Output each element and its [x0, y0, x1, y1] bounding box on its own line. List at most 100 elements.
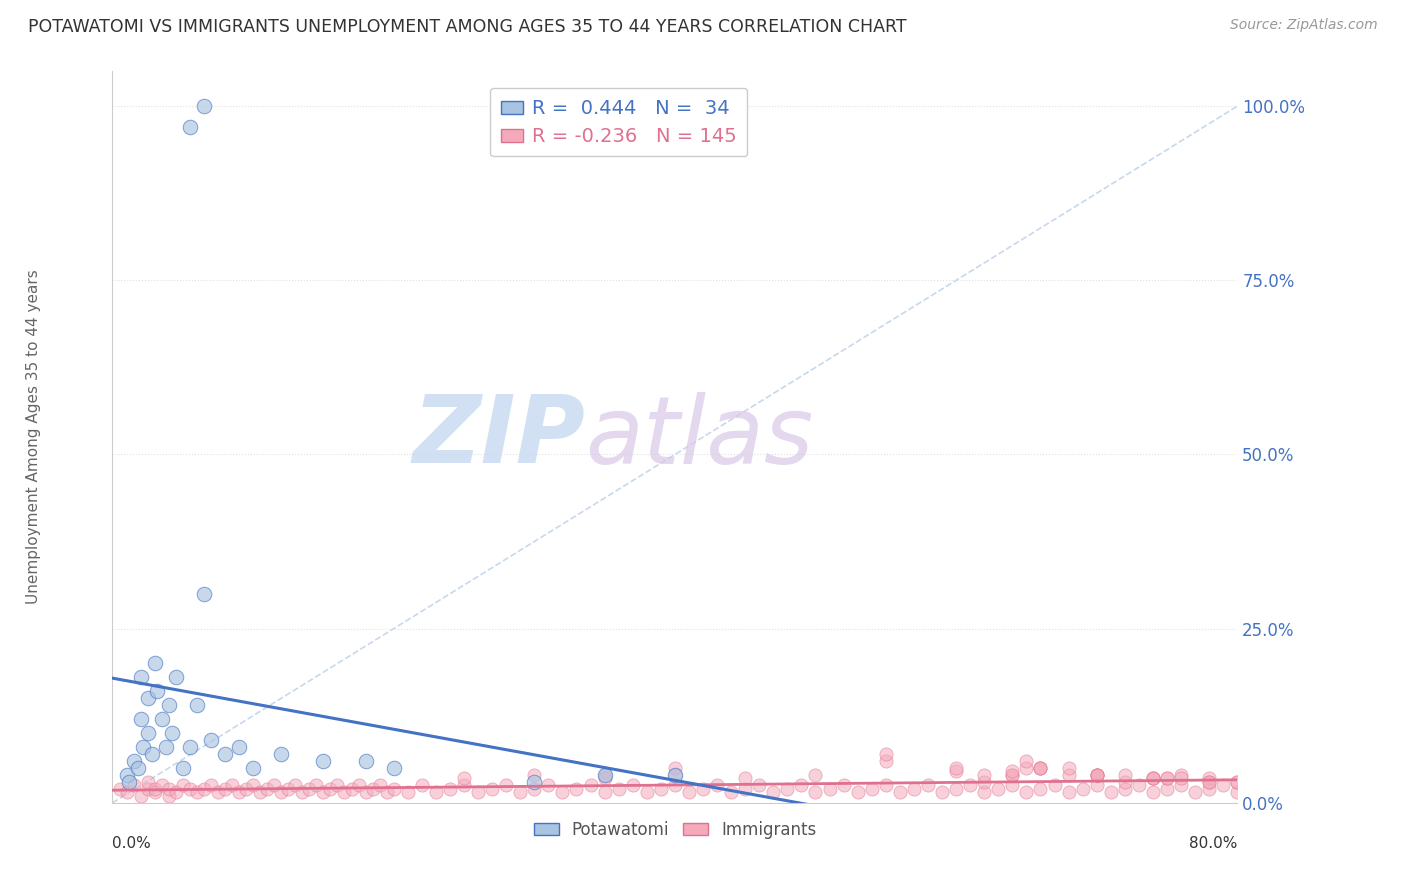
Point — [340, 781, 363, 796]
Point — [136, 726, 159, 740]
Point — [593, 768, 616, 782]
Point — [903, 781, 925, 796]
Point — [143, 657, 166, 671]
Point — [875, 754, 897, 768]
Point — [136, 775, 159, 789]
Point — [453, 772, 475, 786]
Point — [347, 778, 370, 792]
Point — [1114, 781, 1136, 796]
Point — [1001, 778, 1024, 792]
Point — [179, 120, 201, 134]
Point — [1085, 768, 1108, 782]
Point — [165, 670, 187, 684]
Point — [214, 747, 236, 761]
Point — [1156, 772, 1178, 786]
Point — [453, 778, 475, 792]
Point — [1142, 772, 1164, 786]
Text: atlas: atlas — [585, 392, 813, 483]
Point — [1170, 768, 1192, 782]
Point — [312, 785, 335, 799]
Point — [291, 785, 314, 799]
Point — [818, 781, 841, 796]
Point — [319, 781, 342, 796]
Point — [973, 775, 995, 789]
Point — [411, 778, 433, 792]
Text: 80.0%: 80.0% — [1189, 836, 1237, 851]
Point — [193, 587, 215, 601]
Point — [200, 778, 222, 792]
Legend: Potawatomi, Immigrants: Potawatomi, Immigrants — [527, 814, 823, 846]
Point — [1142, 772, 1164, 786]
Point — [1001, 768, 1024, 782]
Point — [146, 684, 169, 698]
Point — [1085, 768, 1108, 782]
Point — [333, 785, 356, 799]
Point — [115, 768, 138, 782]
Point — [1071, 781, 1094, 796]
Point — [382, 761, 405, 775]
Point — [129, 670, 152, 684]
Point — [1184, 785, 1206, 799]
Point — [242, 778, 264, 792]
Point — [132, 740, 155, 755]
Point — [160, 726, 183, 740]
Point — [179, 740, 201, 755]
Point — [1057, 761, 1080, 775]
Point — [1085, 768, 1108, 782]
Point — [1198, 775, 1220, 789]
Point — [664, 768, 686, 782]
Point — [305, 778, 328, 792]
Point — [312, 754, 335, 768]
Point — [1043, 778, 1066, 792]
Point — [155, 740, 177, 755]
Point — [143, 785, 166, 799]
Point — [889, 785, 911, 799]
Point — [249, 785, 271, 799]
Point — [664, 761, 686, 775]
Point — [1226, 775, 1249, 789]
Point — [1001, 768, 1024, 782]
Point — [678, 785, 700, 799]
Point — [118, 775, 141, 789]
Point — [917, 778, 939, 792]
Point — [776, 781, 799, 796]
Point — [945, 761, 967, 775]
Point — [157, 781, 180, 796]
Point — [593, 768, 616, 782]
Point — [1114, 775, 1136, 789]
Point — [650, 781, 672, 796]
Point — [298, 781, 321, 796]
Point — [122, 754, 145, 768]
Point — [200, 733, 222, 747]
Point — [1142, 785, 1164, 799]
Point — [375, 785, 398, 799]
Point — [1001, 764, 1024, 779]
Point — [1029, 761, 1052, 775]
Point — [136, 691, 159, 706]
Point — [228, 785, 250, 799]
Point — [129, 789, 152, 803]
Point — [1057, 768, 1080, 782]
Point — [1170, 772, 1192, 786]
Point — [467, 785, 489, 799]
Point — [523, 781, 546, 796]
Text: POTAWATOMI VS IMMIGRANTS UNEMPLOYMENT AMONG AGES 35 TO 44 YEARS CORRELATION CHAR: POTAWATOMI VS IMMIGRANTS UNEMPLOYMENT AM… — [28, 18, 907, 36]
Point — [959, 778, 981, 792]
Point — [284, 778, 307, 792]
Point — [221, 778, 243, 792]
Point — [1029, 781, 1052, 796]
Point — [509, 785, 531, 799]
Point — [165, 785, 187, 799]
Point — [734, 772, 756, 786]
Point — [748, 778, 770, 792]
Text: ZIP: ZIP — [412, 391, 585, 483]
Point — [1085, 768, 1108, 782]
Point — [108, 781, 131, 796]
Point — [593, 785, 616, 799]
Point — [186, 698, 208, 713]
Point — [1156, 781, 1178, 796]
Point — [115, 785, 138, 799]
Point — [263, 778, 285, 792]
Point — [1212, 778, 1234, 792]
Point — [1156, 772, 1178, 786]
